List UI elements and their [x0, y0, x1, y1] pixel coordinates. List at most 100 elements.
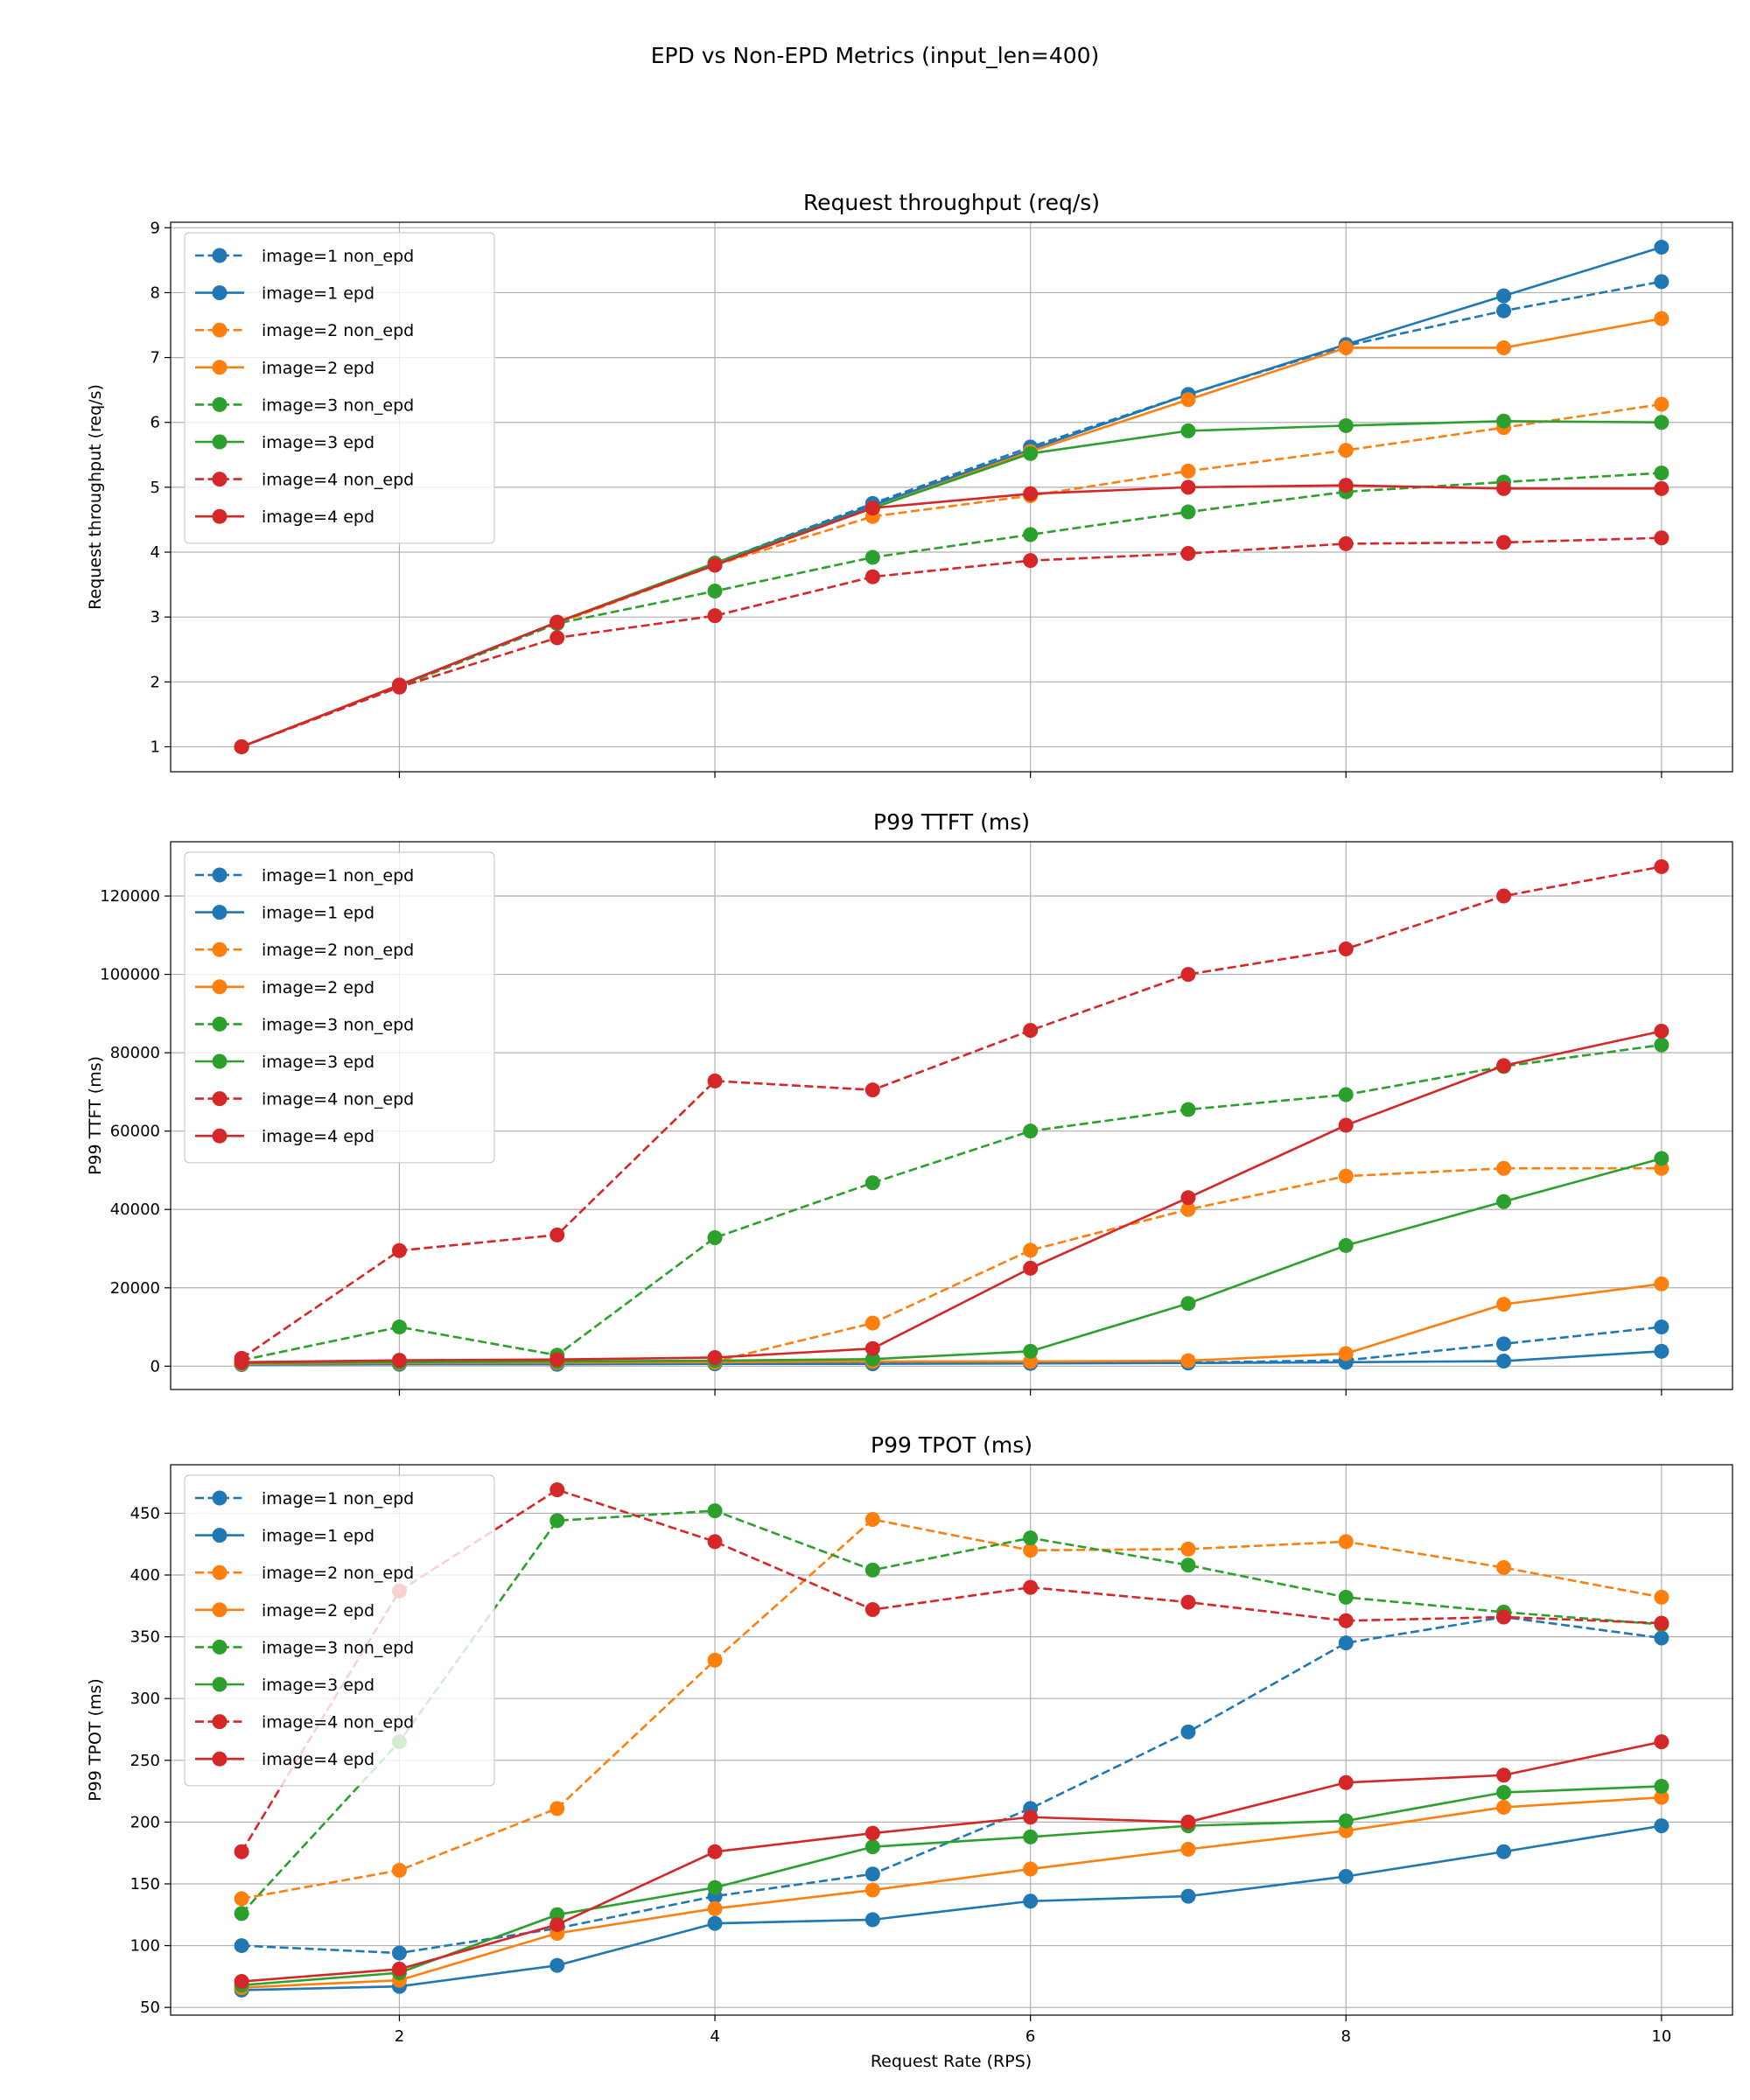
legend-box	[184, 851, 495, 1164]
data-point	[1654, 415, 1670, 430]
data-point	[707, 1880, 723, 1895]
data-point	[1338, 340, 1354, 355]
y-tick-label: 100000	[100, 966, 160, 984]
legend-marker	[212, 396, 228, 412]
data-point	[1180, 463, 1196, 479]
data-point	[1180, 504, 1196, 520]
figure-title: EPD vs Non-EPD Metrics (input_len=400)	[651, 43, 1100, 68]
y-tick-label: 4	[150, 543, 160, 562]
axes-frame	[170, 221, 1733, 773]
data-point	[391, 677, 407, 693]
legend-marker	[212, 1564, 228, 1580]
legend-label: image=2 non_epd	[262, 1564, 414, 1583]
data-point	[1496, 303, 1512, 318]
legend-label: image=2 non_epd	[262, 321, 414, 340]
series-image-4-epd	[234, 478, 1670, 754]
legend-marker	[212, 472, 228, 487]
data-point	[1654, 274, 1670, 290]
data-point	[1338, 1813, 1354, 1829]
series-line	[242, 1157, 1662, 1365]
data-point	[1023, 553, 1039, 569]
data-point	[1180, 480, 1196, 495]
legend-label: image=2 epd	[262, 978, 374, 998]
series-line	[241, 1043, 1662, 1362]
data-point	[1180, 1814, 1196, 1830]
data-point	[550, 1957, 565, 1973]
series-line	[241, 536, 1662, 748]
data-point	[707, 1229, 723, 1245]
y-tick-label: 40000	[110, 1200, 160, 1219]
legend-marker	[212, 322, 228, 338]
data-point	[234, 738, 249, 754]
legend-marker	[212, 285, 228, 301]
legend: image=1 non_epd image=1 epd image=2 non_ep…	[184, 1474, 495, 1787]
data-point	[391, 1320, 407, 1335]
data-point	[1180, 1353, 1196, 1368]
legend-label: image=1 epd	[262, 1527, 374, 1546]
data-point	[1496, 413, 1512, 429]
data-point	[1654, 396, 1670, 412]
data-point	[1338, 417, 1354, 433]
series-line	[242, 1785, 1662, 1987]
y-tick-label: 150	[130, 1875, 160, 1894]
data-point	[864, 1866, 880, 1882]
data-point	[864, 1340, 880, 1356]
legend-marker	[212, 1490, 228, 1506]
y-tick-label: 300	[130, 1690, 160, 1708]
y-tick-label: 350	[130, 1628, 160, 1647]
data-point	[1338, 1589, 1354, 1605]
legend-marker	[212, 360, 228, 375]
data-point	[1180, 1594, 1196, 1610]
data-point	[1023, 1343, 1039, 1359]
data-point	[707, 1652, 723, 1668]
legend-label: image=2 epd	[262, 1601, 374, 1620]
legend: image=1 non_epd image=1 epd image=2 non_ep…	[184, 851, 495, 1164]
data-point	[550, 1801, 565, 1816]
axes-frame	[170, 1464, 1733, 2016]
data-point	[864, 569, 880, 584]
legend-marker	[212, 1751, 228, 1767]
data-point	[707, 1349, 723, 1365]
data-point	[1023, 1530, 1039, 1546]
data-point	[1338, 536, 1354, 551]
data-point	[1180, 967, 1196, 983]
y-tick-label: 20000	[110, 1279, 160, 1298]
data-point	[707, 1900, 723, 1916]
legend-label: image=4 epd	[262, 508, 374, 527]
data-point	[1338, 1087, 1354, 1102]
subplot-1: 1 2 3 4 5 6 7 8 9 Request throughput (req/s) Reque…	[86, 190, 1733, 778]
data-point	[1180, 1190, 1196, 1206]
data-point	[864, 1082, 880, 1098]
axes-frame	[170, 841, 1733, 1390]
y-tick-label: 450	[130, 1504, 160, 1522]
data-point	[1023, 486, 1039, 501]
data-point	[1654, 1589, 1670, 1605]
y-axis-label: P99 TTFT (ms)	[86, 1056, 105, 1175]
data-point	[1496, 1799, 1512, 1815]
data-point	[1654, 1778, 1670, 1794]
data-point	[1338, 1635, 1354, 1651]
data-point	[1654, 1024, 1670, 1040]
data-point	[1496, 1768, 1512, 1783]
data-point	[1338, 443, 1354, 458]
data-point	[1023, 1260, 1039, 1276]
data-point	[1496, 1354, 1512, 1369]
legend: image=1 non_epd image=1 epd image=2 non_ep…	[184, 232, 495, 544]
legend-label: image=4 non_epd	[262, 471, 414, 490]
legend-marker	[212, 942, 228, 957]
data-point	[1654, 1734, 1670, 1750]
legend-label: image=3 non_epd	[262, 396, 414, 415]
x-axis-label: Request Rate (RPS)	[871, 2052, 1032, 2071]
data-point	[550, 614, 565, 630]
data-point	[1654, 1615, 1670, 1631]
data-point	[1654, 1818, 1670, 1834]
series-line	[241, 484, 1662, 748]
subplot-3: 2 4 6 8 10 50 100 150 200 250 300 350 400 450 P99 TPOT…	[86, 1432, 1733, 2046]
legend-label: image=4 epd	[262, 1750, 374, 1769]
data-point	[1496, 1844, 1512, 1859]
data-point	[1654, 480, 1670, 496]
data-point	[864, 1562, 880, 1578]
data-point	[1180, 1541, 1196, 1557]
data-point	[234, 1354, 249, 1370]
data-point	[391, 1961, 407, 1977]
